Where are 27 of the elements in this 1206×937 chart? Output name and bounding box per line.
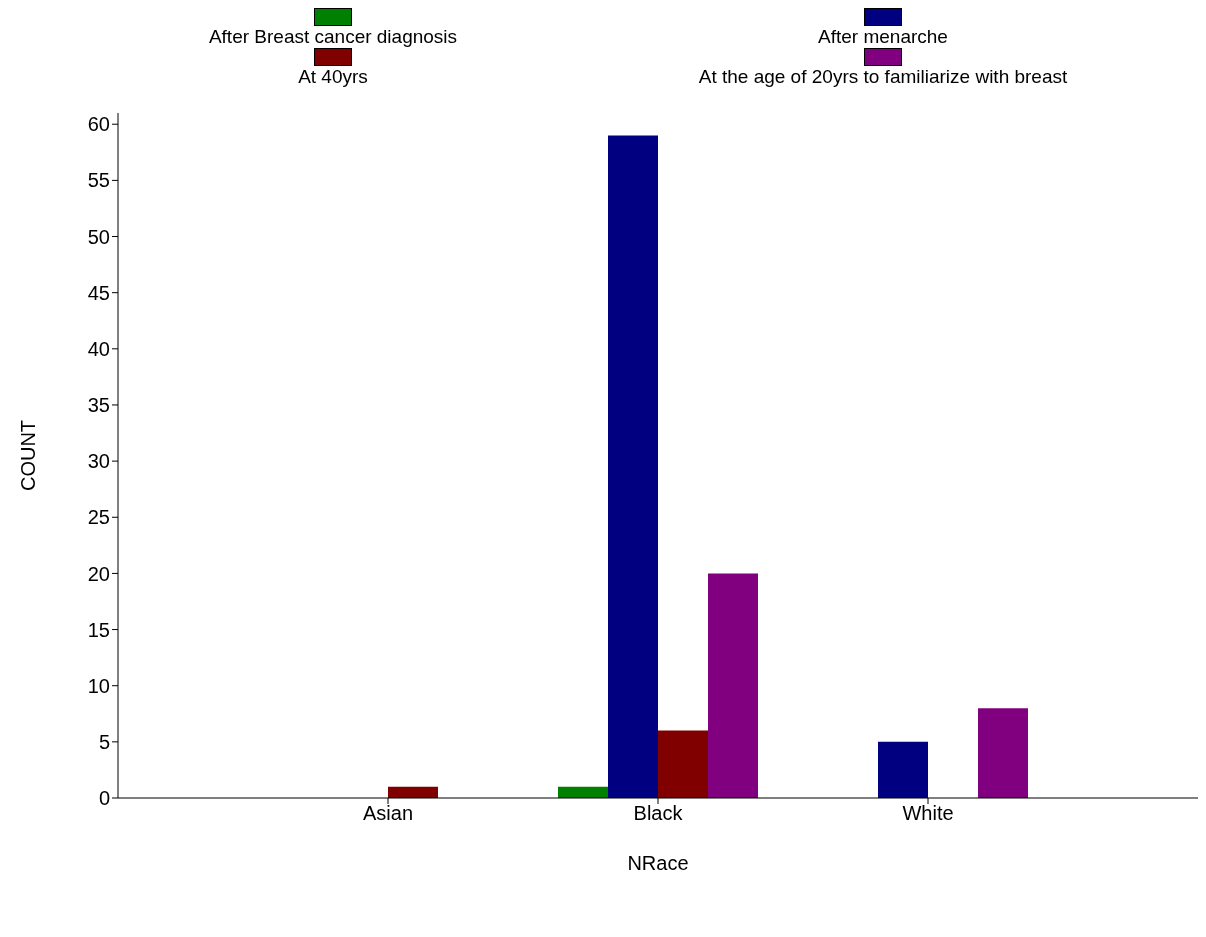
- y-tick-label: 45: [87, 281, 110, 304]
- legend-label: After menarche: [818, 26, 948, 48]
- bar: [608, 135, 658, 798]
- bar: [708, 573, 758, 798]
- x-tick-label: White: [902, 802, 954, 825]
- y-tick-label: 5: [98, 730, 110, 753]
- x-tick-label: Asian: [362, 802, 414, 825]
- legend-label: At the age of 20yrs to familiarize with breast: [698, 66, 1068, 88]
- bar: [978, 708, 1028, 798]
- legend-label: At 40yrs: [298, 66, 368, 88]
- x-axis-title: NRace: [627, 852, 689, 874]
- bar: [658, 730, 708, 798]
- y-tick-label: 60: [87, 113, 110, 136]
- y-tick-label: 50: [87, 225, 110, 248]
- y-tick-label: 40: [87, 337, 110, 360]
- y-tick-label: 0: [98, 787, 110, 810]
- x-tick-label: Black: [633, 802, 684, 825]
- bar: [878, 741, 928, 798]
- y-tick-label: 30: [87, 450, 110, 473]
- y-tick-label: 35: [87, 394, 110, 417]
- y-tick-label: 10: [87, 674, 110, 697]
- y-tick-label: 15: [87, 618, 110, 641]
- y-axis-title: COUNT: [17, 419, 40, 492]
- legend-label: After Breast cancer diagnosis: [208, 26, 458, 48]
- y-tick-label: 20: [87, 562, 110, 585]
- y-tick-label: 55: [87, 169, 110, 192]
- y-tick-label: 25: [87, 506, 110, 529]
